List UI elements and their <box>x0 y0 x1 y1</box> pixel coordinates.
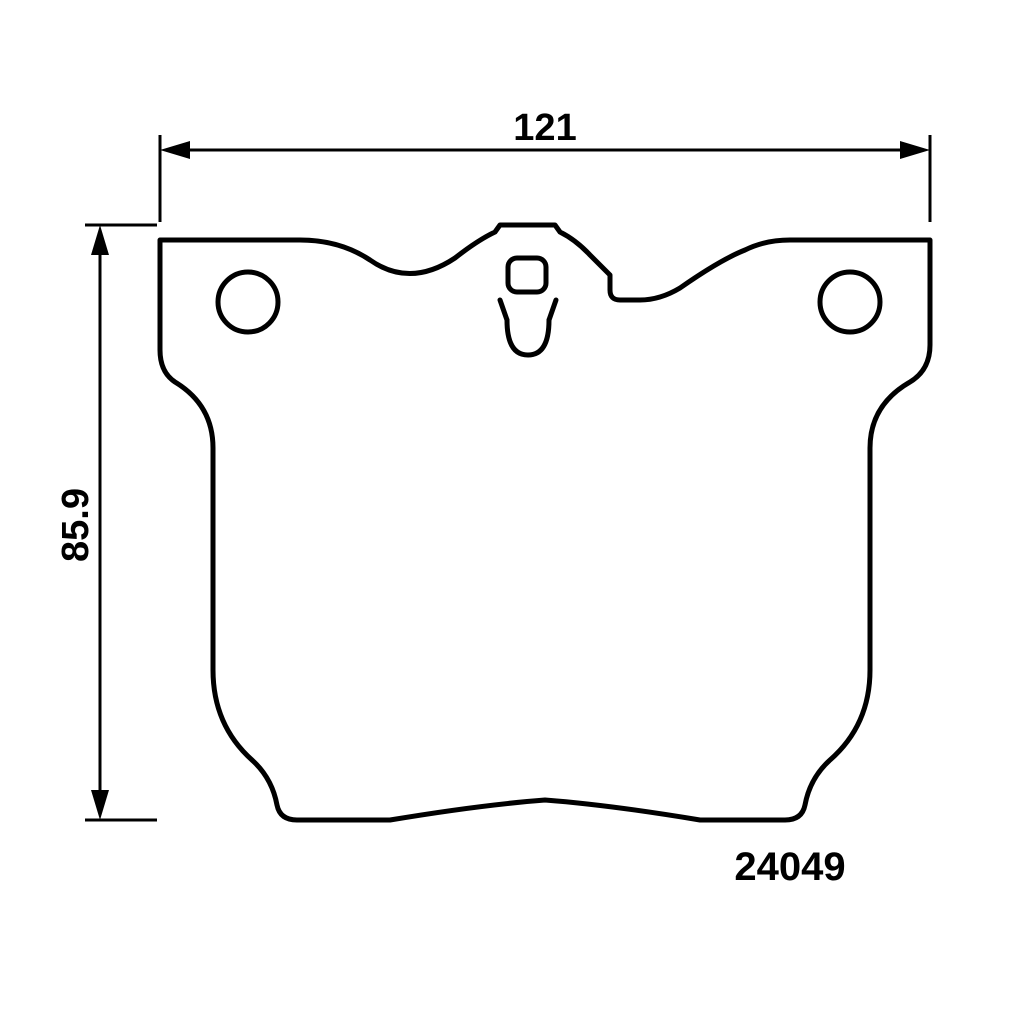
height-dimension: 85.9 <box>55 225 157 820</box>
width-dimension: 121 <box>160 107 930 222</box>
part-number: 24049 <box>734 845 845 889</box>
width-label: 121 <box>513 107 576 149</box>
technical-drawing: 121 85.9 24049 <box>0 0 1020 1020</box>
brake-pad-outline <box>160 225 930 820</box>
center-slot <box>508 258 546 292</box>
right-hole <box>820 272 880 332</box>
height-label: 85.9 <box>55 488 97 562</box>
left-hole <box>218 272 278 332</box>
